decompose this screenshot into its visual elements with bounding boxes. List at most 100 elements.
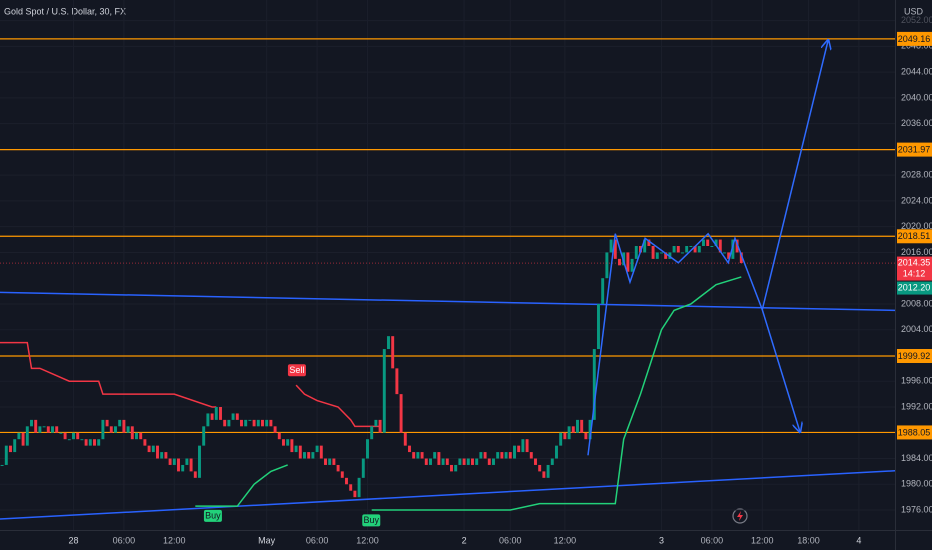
candle: [324, 458, 327, 465]
x-tick-label: 06:00: [701, 535, 724, 545]
signal-label: Sell: [289, 365, 304, 375]
candle: [613, 239, 617, 259]
candle: [378, 419, 382, 433]
candle: [202, 426, 206, 446]
candle: [672, 246, 676, 253]
candle: [286, 439, 290, 446]
level-label-box: [897, 425, 932, 440]
indicator-line: [0, 341, 217, 408]
candle: [681, 252, 684, 254]
candle: [723, 252, 726, 254]
indicator-line: [295, 384, 381, 428]
candle: [517, 445, 521, 453]
candle: [718, 239, 722, 253]
candle: [231, 413, 235, 420]
candle: [282, 439, 285, 446]
candle: [332, 458, 336, 465]
candle: [357, 477, 361, 498]
candle: [542, 471, 546, 478]
candle: [454, 464, 458, 472]
candle: [702, 239, 705, 247]
candle: [471, 458, 474, 465]
candle: [38, 426, 42, 433]
trend-line: [0, 470, 896, 520]
candle: [408, 445, 411, 453]
candle: [13, 439, 17, 453]
candle: [17, 432, 21, 440]
candle: [63, 432, 67, 440]
candle: [538, 464, 542, 472]
candle: [525, 439, 529, 453]
candle: [88, 439, 92, 446]
candle: [655, 252, 659, 259]
candle: [143, 439, 147, 446]
candle: [403, 432, 407, 446]
candle: [93, 439, 96, 446]
candle: [576, 419, 579, 433]
candle: [265, 419, 269, 427]
signal-box: [287, 364, 306, 377]
y-tick-label: 2024.00: [901, 195, 932, 205]
candle: [25, 426, 29, 446]
candle: [647, 239, 651, 247]
candle: [609, 239, 613, 253]
candle: [311, 452, 315, 459]
candle: [340, 471, 344, 478]
candle: [0, 464, 4, 466]
candle: [643, 239, 647, 253]
candle: [727, 252, 731, 259]
candle: [546, 464, 550, 478]
candle: [294, 445, 298, 453]
candle: [739, 252, 743, 264]
candle: [483, 452, 487, 459]
chart-title: Gold Spot / U.S. Dollar, 30, FX: [4, 6, 126, 16]
pattern-line: [587, 232, 800, 456]
candle: [660, 252, 663, 254]
x-tick-label: 12:00: [356, 535, 379, 545]
candle: [235, 413, 239, 420]
candle: [706, 239, 710, 247]
level-label: 2049.16: [898, 34, 931, 44]
candle: [139, 432, 143, 440]
x-tick-label: 4: [856, 535, 861, 545]
candle: [261, 419, 264, 427]
candle: [240, 419, 243, 427]
candle: [479, 452, 483, 459]
x-tick-label: 2: [462, 535, 467, 545]
level-label-box: [897, 348, 932, 363]
candle: [412, 452, 416, 459]
x-tick-label: May: [258, 535, 276, 545]
x-tick-label: 12:00: [554, 535, 577, 545]
candle: [521, 439, 525, 453]
candle: [135, 432, 138, 440]
candle: [198, 445, 201, 478]
signal-box: [362, 514, 381, 527]
candle: [597, 303, 600, 350]
candle: [634, 246, 638, 259]
candle: [51, 426, 54, 433]
candle: [391, 336, 395, 369]
candle: [618, 258, 621, 266]
candle: [118, 419, 122, 427]
level-label-box: [897, 31, 932, 46]
candle: [676, 246, 680, 253]
candle: [529, 452, 533, 459]
candle: [67, 439, 71, 441]
candle: [689, 246, 693, 248]
candle: [353, 490, 357, 498]
candle: [319, 445, 323, 459]
level-label-box: [897, 229, 932, 244]
candle: [290, 439, 294, 453]
candle: [147, 445, 151, 453]
candle: [164, 452, 168, 459]
candle: [567, 426, 571, 440]
level-label: 2031.97: [898, 144, 931, 154]
candle: [571, 426, 575, 433]
level-label: 1999.92: [898, 351, 931, 361]
replay-icon[interactable]: [732, 508, 748, 524]
y-tick-label: 2036.00: [901, 118, 932, 128]
candle: [710, 246, 714, 248]
candle: [72, 432, 75, 440]
candle: [605, 252, 609, 279]
candle: [9, 445, 12, 453]
